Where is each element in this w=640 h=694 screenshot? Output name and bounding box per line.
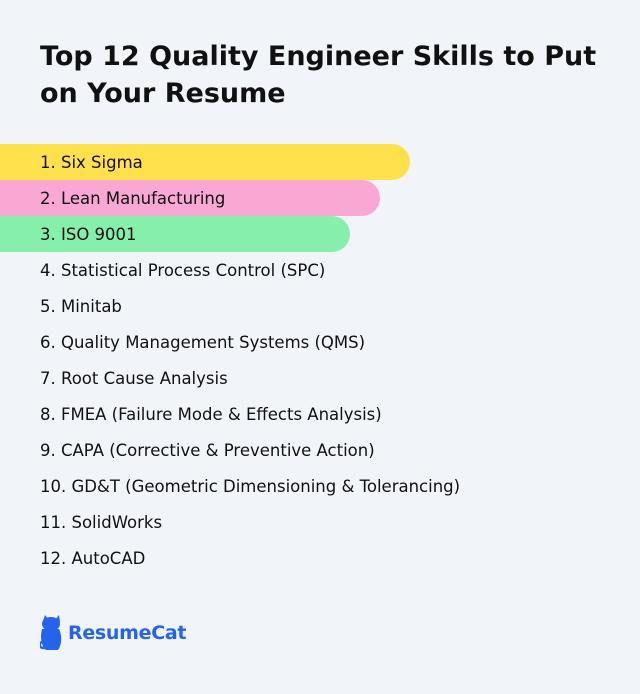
skill-item-6: 6. Quality Management Systems (QMS) [40,332,366,352]
page-title: Top 12 Quality Engineer Skills to Put on… [40,41,597,109]
cat-logo-icon [40,615,62,651]
skill-item-1: 1. Six Sigma [0,144,410,180]
skill-item-7: 7. Root Cause Analysis [40,368,228,388]
brand-name: ResumeCat [68,622,187,644]
skill-item-11: 11. SolidWorks [40,512,163,532]
skill-item-5: 5. Minitab [40,296,122,316]
skill-item-8: 8. FMEA (Failure Mode & Effects Analysis… [40,404,382,424]
skills-list: 1. Six Sigma 2. Lean Manufacturing 3. IS… [0,144,640,576]
skill-item-4: 4. Statistical Process Control (SPC) [40,260,326,280]
skill-item-3: 3. ISO 9001 [0,216,350,252]
brand-logo: ResumeCat [40,615,186,651]
skill-item-12: 12. AutoCAD [40,548,146,568]
skill-item-9: 9. CAPA (Corrective & Preventive Action) [40,440,375,460]
skill-item-10: 10. GD&T (Geometric Dimensioning & Toler… [40,476,461,496]
skill-item-2: 2. Lean Manufacturing [0,180,380,216]
